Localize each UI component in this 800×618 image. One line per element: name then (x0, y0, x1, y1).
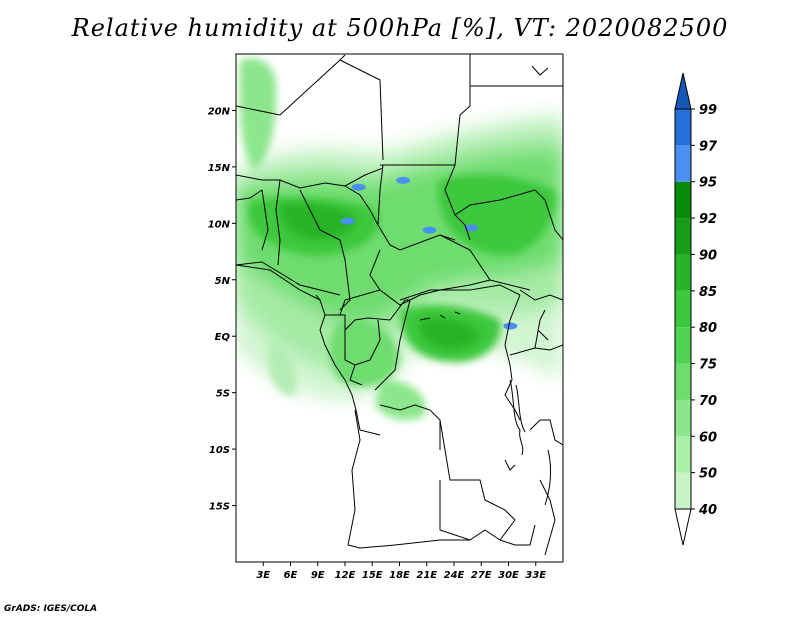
colorbar-label: 80 (699, 321, 717, 336)
lat-tick-label: 5N (215, 276, 231, 287)
lon-tick-label: 18E (389, 570, 410, 581)
lon-tick-label: 30E (498, 570, 519, 581)
moist-spot-3 (422, 226, 437, 234)
colorbar-box (675, 290, 691, 328)
colorbar-box (675, 218, 691, 255)
colorbar-box (675, 109, 691, 146)
lon-tick-label: 6E (284, 570, 298, 581)
lon-tick-label: 24E (444, 570, 465, 581)
colorbar-label: 99 (699, 103, 717, 118)
colorbar-label: 50 (699, 467, 717, 482)
colorbar-box (675, 254, 691, 291)
colorbar-label: 85 (699, 285, 717, 300)
colorbar-label: 75 (699, 358, 717, 373)
lat-tick-label: 20N (208, 106, 231, 117)
colorbar-box (675, 363, 691, 400)
lon-tick-label: 21E (416, 570, 437, 581)
colorbar-box (675, 472, 691, 509)
colorbar-box (675, 145, 691, 182)
colorbar-label: 97 (699, 139, 718, 154)
lat-tick-label: 10N (208, 219, 231, 230)
lon-tick-label: 12E (335, 570, 356, 581)
colorbar-box (675, 181, 691, 219)
lat-tick-label: EQ (215, 332, 231, 343)
colorbar-box (675, 399, 691, 437)
colorbar-label: 95 (699, 176, 717, 191)
lon-tick-label: 15E (362, 570, 383, 581)
longitude-axis: 3E 6E 9E 12E 15E 18E 21E 24E 27E 30E 33E (256, 562, 546, 581)
moist-spot-2 (340, 217, 355, 225)
colorbar-outline (674, 108, 692, 510)
colorbar-box (675, 436, 691, 473)
moist-spot-5 (503, 322, 518, 330)
political-boundaries (236, 54, 563, 556)
colorbar-label: 60 (699, 430, 717, 445)
colorbar-box (675, 327, 691, 364)
colorbar-label: 92 (699, 212, 717, 227)
lat-tick-label: 15S (209, 502, 230, 513)
moist-spots (340, 176, 518, 330)
lat-tick-label: 15N (208, 163, 231, 174)
moist-spot-4 (464, 224, 479, 232)
colorbar-label: 40 (698, 503, 717, 518)
colorbar-lower-cap (674, 508, 692, 546)
lon-tick-label: 9E (311, 570, 325, 581)
humidity-map: 20N 15N 10N 5N EQ 5S 10S 15S 3E 6E 9E 12E 15E 18E 21E… (208, 53, 718, 581)
grads-credit: GrADS: IGES/COLA (4, 604, 98, 614)
latitude-axis: 20N 15N 10N 5N EQ 5S 10S 15S (208, 106, 236, 513)
colorbar-label: 70 (699, 394, 717, 409)
moist-spot-1 (396, 176, 411, 184)
map-title: Relative humidity at 500hPa [%], VT: 202… (71, 14, 729, 42)
lon-tick-label: 27E (471, 570, 492, 581)
lat-tick-label: 10S (209, 445, 230, 456)
lon-tick-label: 3E (256, 570, 270, 581)
moist-spot-0 (351, 183, 366, 191)
lat-tick-label: 5S (216, 389, 230, 400)
colorbar: 40 50 60 70 75 80 85 90 92 95 97 99 (674, 72, 718, 546)
colorbar-label: 90 (699, 248, 717, 263)
colorbar-upper-cap (674, 72, 692, 110)
lon-tick-label: 33E (525, 570, 546, 581)
